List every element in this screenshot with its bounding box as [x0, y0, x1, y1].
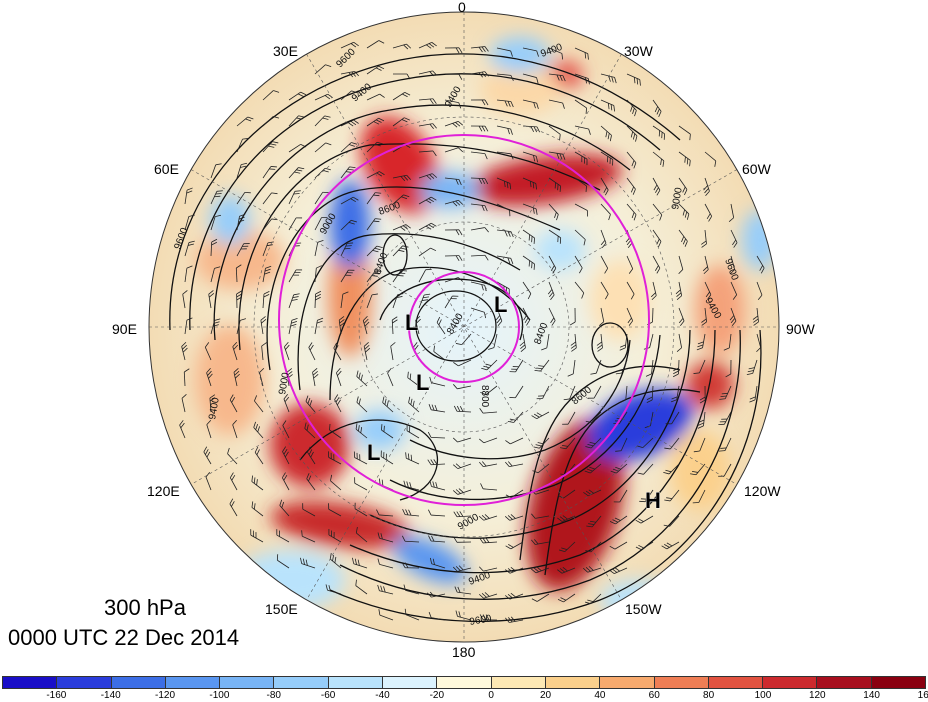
colorbar-tick-label: 80	[703, 690, 715, 701]
lon-label-90e: 90E	[112, 321, 137, 337]
shaded-field	[149, 12, 779, 642]
inner-reference-circle	[408, 271, 520, 383]
colorbar-tick-label: -140	[100, 690, 121, 701]
colorbar-tick-label: 100	[754, 690, 772, 701]
colorbar-swatch	[600, 677, 655, 688]
height-contours	[169, 53, 762, 623]
lon-label-120w: 120W	[744, 483, 781, 499]
colorbar-tick-label: -100	[209, 690, 230, 701]
colorbar-swatch	[328, 677, 384, 688]
colorbar-swatch	[274, 677, 329, 688]
lon-label-180: 180	[452, 644, 476, 660]
lon-label-90w: 90W	[786, 321, 815, 337]
contour-label: 9000	[277, 371, 292, 395]
lon-label-60w: 60W	[742, 161, 771, 177]
colorbar-tick-label: 20	[539, 690, 552, 701]
colorbar-swatch	[654, 677, 709, 688]
colorbar-tick-label: 160	[917, 690, 928, 701]
colorbar-tick-label: 140	[863, 690, 880, 701]
low-pressure-marker: L	[416, 370, 429, 395]
colorbar-tick-label: 60	[648, 690, 660, 701]
colorbar-swatch	[220, 677, 275, 688]
colorbar-swatch	[491, 677, 546, 688]
lon-label-30w: 30W	[624, 43, 653, 59]
lon-label-30e: 30E	[273, 43, 298, 59]
colorbar-swatch	[437, 677, 492, 688]
low-pressure-marker: L	[405, 310, 418, 335]
colorbar-swatch	[57, 677, 112, 688]
colorbar-swatch	[165, 677, 221, 688]
pressure-system-markers: L L L L H	[367, 292, 662, 514]
lon-label-150e: 150E	[265, 601, 298, 617]
colorbar-tick-label: -160	[46, 690, 67, 701]
map-title-level: 300 hPa	[104, 595, 186, 620]
outer-reference-circle	[278, 134, 650, 506]
polar-stereographic-map: 9600 9400 9400 9000 8600 8400 8400 8800 …	[148, 11, 780, 643]
high-pressure-marker: H	[645, 488, 661, 513]
low-pressure-marker: L	[367, 440, 380, 465]
colorbar-swatch	[3, 677, 58, 688]
contour-label: 9600	[469, 613, 493, 628]
colorbar-tick-label: -60	[320, 690, 336, 701]
colorbar-tick-label: -40	[375, 690, 390, 701]
low-pressure-marker: L	[494, 292, 507, 317]
lon-label-0: 0	[458, 0, 466, 15]
colorbar-swatch	[111, 677, 166, 688]
map-title-time: 0000 UTC 22 Dec 2014	[8, 625, 240, 650]
polar-map-panel: 9600 9400 9400 9000 8600 8400 8400 8800 …	[8, 0, 815, 660]
lon-label-60e: 60E	[154, 161, 179, 177]
colorbar-tick-label: -120	[155, 690, 176, 701]
contour-label: 9000	[670, 186, 685, 210]
lon-label-150w: 150W	[625, 601, 662, 617]
colorbar-tick-label: -20	[429, 690, 445, 701]
colorbar-tick-label: 120	[808, 690, 826, 701]
colorbar-swatch	[383, 677, 438, 688]
colorbar-swatch	[817, 677, 872, 688]
colorbar-swatch	[545, 677, 601, 688]
colorbar-swatch	[708, 677, 764, 688]
graticule	[149, 12, 779, 642]
wind-barbs	[179, 40, 765, 623]
contour-label: 8800	[479, 385, 490, 408]
colorbar	[2, 676, 926, 689]
colorbar-tick-label: 0	[488, 690, 494, 701]
colorbar-tick-label: -80	[266, 690, 281, 701]
lon-label-120e: 120E	[147, 483, 180, 499]
colorbar-tick-label: 40	[594, 690, 606, 701]
colorbar-swatch	[763, 677, 818, 688]
colorbar-labels: -160 -140 -120 -100 -80 -60 -40 -20 0 20 40 60 80 100…	[0, 690, 928, 702]
contour-label: 9400	[207, 396, 222, 420]
globe-outline	[148, 11, 780, 643]
colorbar-swatch	[871, 677, 926, 688]
